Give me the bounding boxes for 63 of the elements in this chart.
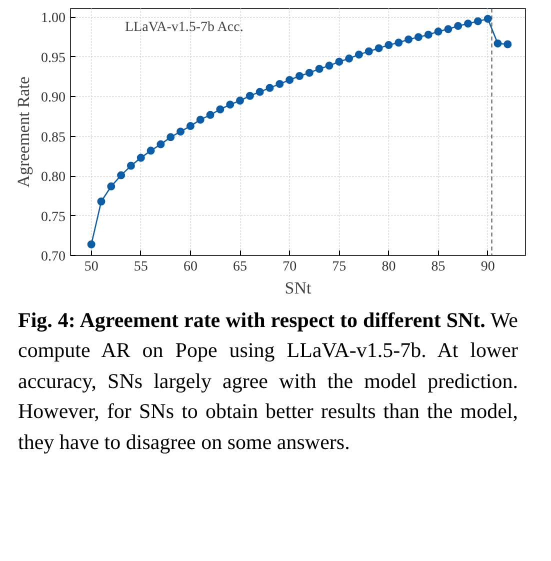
point xyxy=(494,39,502,48)
point xyxy=(484,14,492,23)
point xyxy=(276,80,284,88)
point xyxy=(226,100,234,109)
point xyxy=(196,116,204,124)
point xyxy=(464,20,472,28)
point xyxy=(345,54,354,63)
point xyxy=(414,33,422,42)
point xyxy=(384,41,393,50)
y-tick-label: 0.95 xyxy=(41,50,66,66)
point xyxy=(454,22,462,30)
caption: Fig. 4: Agreement rate with respect to different SNt. xyxy=(18,308,486,332)
point xyxy=(354,50,363,59)
point xyxy=(286,76,294,84)
x-axis-title: SNt xyxy=(284,278,312,298)
point xyxy=(126,162,135,170)
point xyxy=(236,96,244,105)
point xyxy=(325,62,334,70)
point xyxy=(424,30,432,39)
point xyxy=(266,84,274,92)
x-tick-label: 80 xyxy=(382,260,396,274)
point xyxy=(504,40,512,48)
x-tick-label: 55 xyxy=(134,260,148,274)
point xyxy=(146,146,155,155)
y-tick-label: 0.85 xyxy=(41,130,66,146)
y-tick-label: 1.00 xyxy=(41,11,66,26)
point xyxy=(295,72,304,80)
point xyxy=(474,17,482,26)
point xyxy=(434,28,442,36)
point xyxy=(404,35,413,44)
x-tick-label: 60 xyxy=(183,260,198,274)
y-tick-label: 0.75 xyxy=(41,210,66,225)
point xyxy=(394,38,403,47)
point xyxy=(305,68,314,77)
point xyxy=(315,64,324,73)
x-tick-label: 70 xyxy=(282,260,297,274)
point xyxy=(374,44,383,52)
point xyxy=(107,182,116,190)
point xyxy=(166,133,175,142)
x-tick-label: 90 xyxy=(480,260,495,274)
point xyxy=(364,47,373,56)
point xyxy=(176,128,185,136)
y-tick-label: 0.90 xyxy=(41,90,66,106)
point xyxy=(117,171,126,180)
point xyxy=(97,198,106,206)
point xyxy=(87,240,96,248)
point xyxy=(335,58,344,66)
y-tick-label: 0.70 xyxy=(41,250,66,264)
y-axis-title: Agreement Rate xyxy=(14,76,33,188)
point xyxy=(156,140,165,148)
point xyxy=(206,110,214,119)
x-tick-label: 85 xyxy=(431,260,446,274)
point xyxy=(246,92,254,100)
y-tick-label: 0.80 xyxy=(41,170,66,186)
x-tick-label: 65 xyxy=(233,260,248,274)
x-tick-label: 50 xyxy=(84,260,98,274)
point xyxy=(444,25,452,34)
point xyxy=(216,105,224,114)
point xyxy=(136,154,145,162)
x-tick-label: 75 xyxy=(332,260,346,274)
ref-line-label: LLaVA-v1.5-7b Acc. xyxy=(125,20,244,36)
point xyxy=(256,88,264,96)
point xyxy=(186,122,194,130)
